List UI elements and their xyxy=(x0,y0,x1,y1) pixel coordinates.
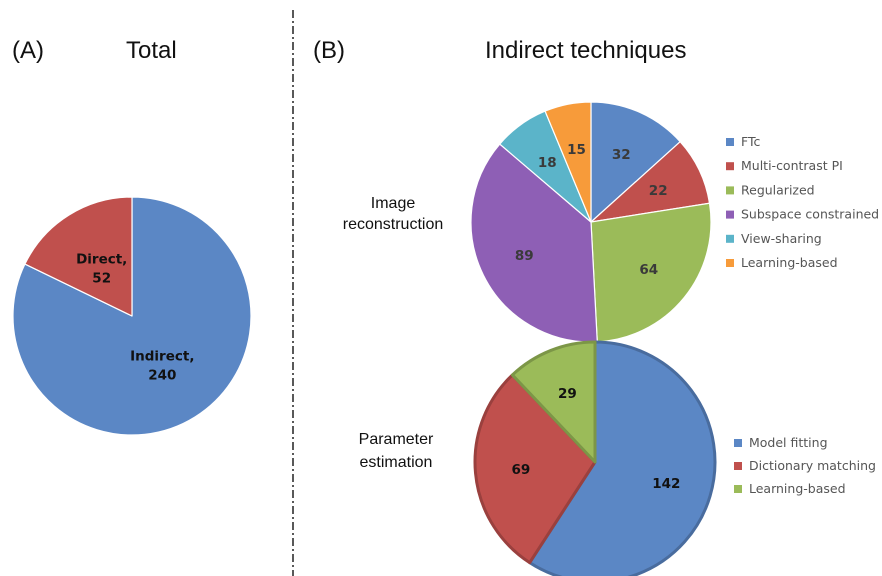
legend-label-view-sharing: View-sharing xyxy=(741,231,822,246)
legend-swatch-view-sharing xyxy=(726,234,734,243)
pie-slice-direct xyxy=(24,196,133,317)
pie-label-ftc: 32 xyxy=(612,147,631,163)
legend-swatch-multi-contrast-pi xyxy=(726,162,734,171)
pie-slice-model-fitting xyxy=(528,340,717,576)
pie-label-dictionary-matching: 69 xyxy=(512,462,531,478)
legend-image_reconstruction: FTc Multi-contrast PI Regularized Subspace … xyxy=(726,134,879,270)
pie-label-multi-contrast-pi: 22 xyxy=(649,183,668,199)
pie-slice-regularized xyxy=(590,202,712,343)
panel-b-title: Indirect techniques xyxy=(485,37,686,64)
legend-label-subspace-constrained: Subspace constrained xyxy=(741,207,879,222)
legend-swatch-regularized xyxy=(726,186,734,195)
legend-label-multi-contrast-pi: Multi-contrast PI xyxy=(741,158,843,173)
legend-label-dictionary-matching: Dictionary matching xyxy=(749,458,876,473)
pie-slice-learning-based xyxy=(544,101,592,223)
legend-label-regularized: Regularized xyxy=(741,182,815,197)
pie-label-view-sharing: 18 xyxy=(538,155,557,171)
row-label-image-reconstruction-1: Image xyxy=(371,195,416,212)
pie-label-model-fitting: 142 xyxy=(652,476,680,492)
legend-swatch-learning-based xyxy=(726,259,734,267)
pie-slice-dictionary-matching xyxy=(473,373,597,565)
pie-slice-subspace-constrained xyxy=(470,143,598,343)
legend-label-ftc: FTc xyxy=(741,134,760,149)
row-label-image-reconstruction-2: reconstruction xyxy=(343,216,444,233)
legend-label-learning-based: Learning-based xyxy=(741,255,838,270)
legend-swatch-model-fitting xyxy=(734,439,742,447)
pie-slice-learning-based xyxy=(510,340,597,464)
pie-label-direct: Direct, 52 xyxy=(76,252,127,287)
legend-swatch-dictionary-matching xyxy=(734,462,742,470)
row-label-parameter-estimation-1: Parameter xyxy=(359,431,434,448)
pie-chart-total: Indirect, 240 Direct, 52 xyxy=(12,196,252,436)
panel-b-letter: (B) xyxy=(313,37,345,64)
panel-a-title: Total xyxy=(126,37,177,64)
legend-swatch-subspace-constrained xyxy=(726,210,734,219)
pie-label-subspace-constrained: 89 xyxy=(515,248,534,264)
pie-slice-indirect xyxy=(12,196,252,436)
charts: Indirect, 240 Direct, 52 32 22 64 89 18 15 FTc Mult… xyxy=(12,101,879,576)
row-label-parameter-estimation-2: estimation xyxy=(360,454,433,471)
legend-parameter_estimation: Model fitting Dictionary matching Learning… xyxy=(734,435,876,496)
pie-chart-image_reconstruction: 32 22 64 89 18 15 FTc Multi-contrast PI Regulari… xyxy=(470,101,879,343)
pie-label-learning-based: 29 xyxy=(558,386,577,402)
legend-swatch-ftc xyxy=(726,138,734,146)
legend-label-learning-based: Learning-based xyxy=(749,481,846,496)
pie-label-indirect: Indirect, 240 xyxy=(130,348,194,383)
pie-slice-ftc xyxy=(590,101,681,223)
pie-label-regularized: 64 xyxy=(639,262,658,278)
pie-label-learning-based: 15 xyxy=(567,142,586,158)
pie-chart-parameter_estimation: 142 69 29 Model fitting Dictionary matching L… xyxy=(473,340,876,576)
legend-label-model-fitting: Model fitting xyxy=(749,435,828,450)
panel-a-letter: (A) xyxy=(12,37,44,64)
legend-swatch-learning-based xyxy=(734,485,742,493)
